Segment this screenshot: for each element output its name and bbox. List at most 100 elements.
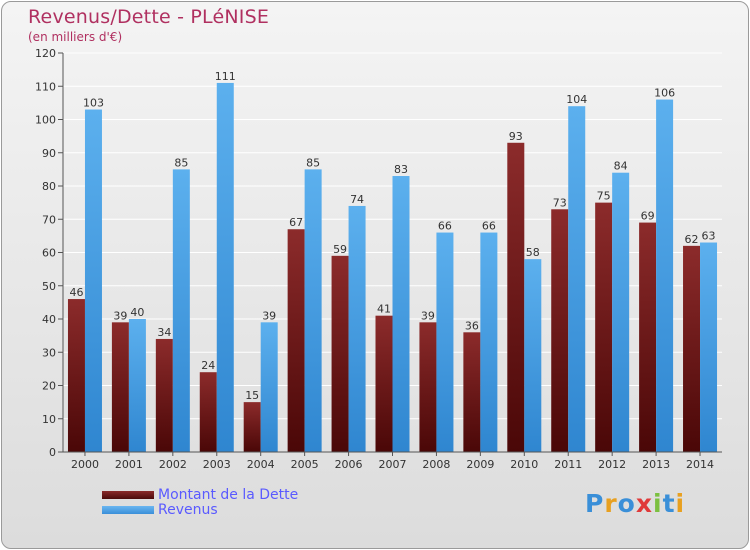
- bar-debt: [287, 229, 305, 452]
- y-tick-label: 120: [35, 47, 56, 60]
- y-tick-label: 70: [42, 213, 56, 226]
- legend-item-revenus: Revenus: [102, 501, 298, 518]
- data-label-revenus: 85: [174, 156, 188, 169]
- logo-letter: t: [662, 489, 676, 518]
- data-label-debt: 75: [597, 190, 611, 203]
- data-label-revenus: 104: [566, 93, 587, 106]
- chart-subtitle: (en milliers d'€): [28, 30, 123, 44]
- x-tick-label: 2006: [335, 458, 363, 471]
- data-label-revenus: 84: [614, 160, 628, 173]
- x-tick-label: 2007: [379, 458, 407, 471]
- bar-debt: [331, 255, 349, 452]
- x-tick-label: 2009: [466, 458, 494, 471]
- data-label-revenus: 111: [215, 70, 236, 83]
- bar-debt: [507, 142, 525, 452]
- x-tick-label: 2010: [510, 458, 538, 471]
- data-label-revenus: 83: [394, 163, 408, 176]
- bar-debt: [551, 209, 569, 452]
- logo-letter: P: [585, 489, 605, 518]
- data-label-revenus: 58: [526, 246, 540, 259]
- data-label-revenus: 74: [350, 193, 364, 206]
- logo-letter: r: [604, 489, 618, 518]
- bar-revenus: [304, 169, 322, 452]
- bar-revenus: [524, 259, 542, 452]
- x-tick-label: 2003: [203, 458, 231, 471]
- bar-revenus: [348, 205, 366, 452]
- data-label-revenus: 66: [438, 220, 452, 233]
- y-tick-label: 30: [42, 346, 56, 359]
- x-tick-label: 2012: [598, 458, 626, 471]
- bar-revenus: [436, 232, 454, 452]
- data-label-debt: 41: [377, 303, 391, 316]
- y-tick-label: 50: [42, 280, 56, 293]
- y-tick-label: 80: [42, 180, 56, 193]
- y-tick-label: 90: [42, 147, 56, 160]
- chart-title: Revenus/Dette - PLéNISE: [28, 6, 270, 28]
- data-label-debt: 73: [553, 196, 567, 209]
- data-label-revenus: 63: [702, 230, 716, 243]
- logo-letter: i: [675, 489, 686, 518]
- legend-item-debt: Montant de la Dette: [102, 486, 299, 503]
- bar-revenus: [700, 242, 718, 452]
- legend-label-revenus: Revenus: [158, 501, 218, 518]
- data-label-revenus: 103: [83, 97, 104, 110]
- data-label-debt: 93: [509, 130, 523, 143]
- data-label-debt: 36: [465, 319, 479, 332]
- data-label-revenus: 85: [306, 156, 320, 169]
- proxiti-logo: Proxiti: [585, 489, 685, 518]
- data-label-debt: 62: [685, 233, 699, 246]
- data-label-debt: 59: [333, 243, 347, 256]
- data-label-debt: 46: [69, 286, 83, 299]
- bar-debt: [639, 222, 657, 452]
- bar-revenus: [84, 109, 102, 453]
- data-label-debt: 39: [113, 309, 127, 322]
- y-tick-label: 0: [49, 446, 56, 459]
- x-tick-label: 2014: [686, 458, 714, 471]
- y-tick-label: 10: [42, 413, 56, 426]
- x-tick-label: 2002: [159, 458, 187, 471]
- data-label-revenus: 40: [130, 306, 144, 319]
- legend-label-debt: Montant de la Dette: [158, 486, 299, 503]
- bar-debt: [199, 372, 217, 452]
- x-tick-label: 2000: [71, 458, 99, 471]
- y-tick-label: 100: [35, 114, 56, 127]
- data-label-debt: 15: [245, 389, 259, 402]
- x-tick-label: 2008: [422, 458, 450, 471]
- bar-revenus: [612, 172, 630, 452]
- x-tick-label: 2011: [554, 458, 582, 471]
- bar-revenus: [260, 322, 278, 452]
- data-label-revenus: 106: [654, 87, 675, 100]
- bar-debt: [463, 332, 481, 452]
- bar-debt: [155, 338, 173, 452]
- bar-revenus: [128, 319, 146, 452]
- bar-debt: [595, 202, 613, 452]
- bar-revenus: [392, 176, 410, 452]
- logo-letter: x: [635, 489, 653, 518]
- data-label-debt: 34: [157, 326, 171, 339]
- data-label-revenus: 66: [482, 220, 496, 233]
- bar-revenus: [480, 232, 498, 452]
- legend-swatch-debt: [102, 490, 154, 499]
- legend: Montant de la Dette Revenus: [102, 486, 299, 518]
- data-label-debt: 24: [201, 359, 215, 372]
- legend-swatch-revenus: [102, 505, 154, 514]
- y-axis: 0 10 20 30 40 50 60 70 80 90 100 110 120: [35, 47, 64, 459]
- bar-debt: [243, 402, 261, 452]
- bar-revenus: [172, 169, 190, 452]
- logo-letter: o: [617, 489, 636, 518]
- bar-revenus: [568, 106, 586, 452]
- data-label-debt: 67: [289, 216, 303, 229]
- x-tick-label: 2004: [247, 458, 275, 471]
- y-tick-label: 110: [35, 80, 56, 93]
- bar-debt: [111, 322, 129, 452]
- x-tick-label: 2005: [291, 458, 319, 471]
- bar-debt: [67, 299, 85, 452]
- bar-revenus: [656, 99, 674, 453]
- data-label-revenus: 39: [262, 309, 276, 322]
- bar-revenus: [216, 82, 234, 453]
- logo-letter: i: [653, 489, 663, 518]
- data-label-debt: 69: [641, 210, 655, 223]
